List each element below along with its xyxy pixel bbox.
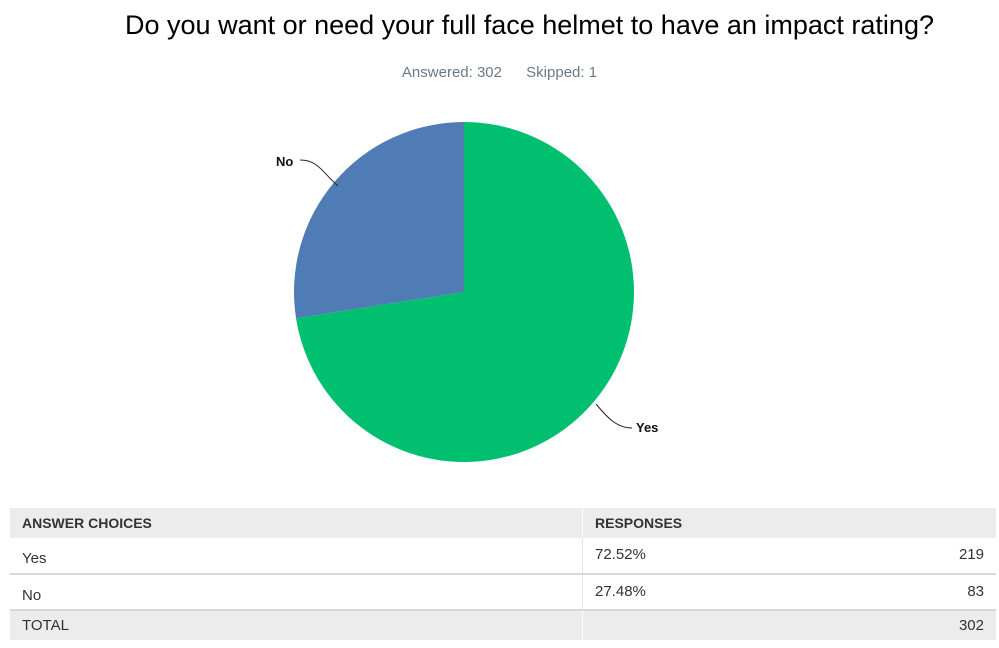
total-row: TOTAL 302 [10, 610, 996, 640]
total-blank [582, 610, 667, 640]
question-title: Do you want or need your full face helme… [125, 10, 934, 40]
choice-label: Yes [22, 550, 47, 567]
total-count: 302 [958, 617, 984, 634]
response-summary: Answered: 302 Skipped: 1 [0, 64, 999, 81]
answered-count: Answered: 302 [401, 64, 502, 81]
leader-line-no [299, 159, 339, 187]
pie-label-yes: Yes [636, 420, 658, 435]
response-percent: 27.48% [582, 574, 667, 610]
choice-label: No [22, 587, 42, 604]
total-label: TOTAL [22, 617, 69, 634]
table-row: No 27.48% 83 [10, 574, 996, 610]
pie-slice-yes[interactable] [296, 122, 634, 462]
pie-slice-no[interactable] [294, 122, 464, 319]
pie-label-no: No [276, 154, 293, 169]
response-count: 83 [967, 583, 984, 600]
response-count: 219 [958, 546, 984, 563]
header-answer-choices: ANSWER CHOICES [22, 515, 152, 531]
leader-line-yes [595, 403, 633, 429]
responses-table: ANSWER CHOICES RESPONSES Yes 72.52% 219 … [10, 508, 996, 640]
skipped-count: Skipped: 1 [526, 64, 598, 81]
pie-chart: No Yes [276, 122, 658, 462]
header-responses: RESPONSES [582, 508, 996, 538]
response-percent: 72.52% [582, 538, 667, 574]
table-row: Yes 72.52% 219 [10, 538, 996, 574]
